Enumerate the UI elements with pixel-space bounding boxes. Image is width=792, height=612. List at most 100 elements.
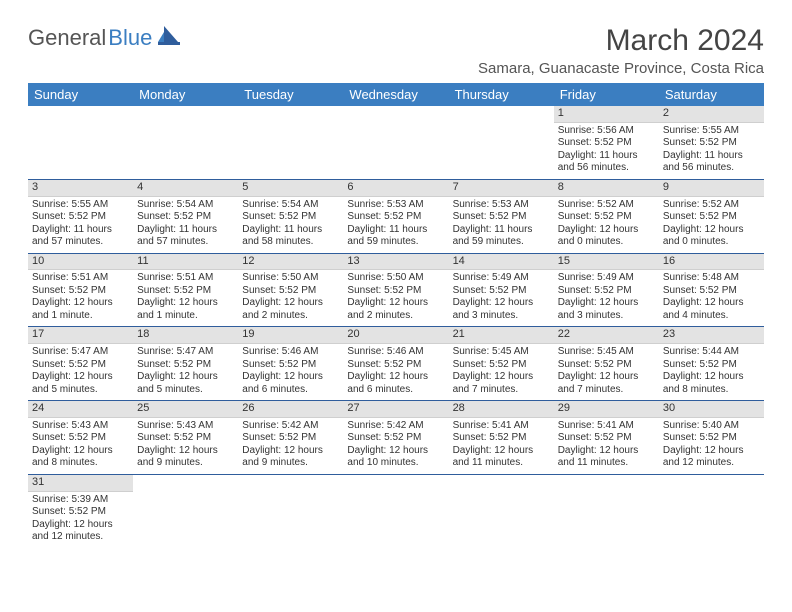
day-details: Sunrise: 5:51 AMSunset: 5:52 PMDaylight:… [28,270,133,326]
logo-text-blue: Blue [108,25,152,51]
calendar-cell: 6Sunrise: 5:53 AMSunset: 5:52 PMDaylight… [343,179,448,253]
day-header: Thursday [449,83,554,106]
sunset-line: Sunset: 5:52 PM [453,432,550,445]
day-number: 7 [449,180,554,197]
sunset-line: Sunset: 5:52 PM [663,432,760,445]
sunset-line: Sunset: 5:52 PM [242,285,339,298]
calendar-body: 1Sunrise: 5:56 AMSunset: 5:52 PMDaylight… [28,106,764,548]
calendar-cell [659,474,764,547]
sunrise-line: Sunrise: 5:56 AM [558,125,655,138]
sunrise-line: Sunrise: 5:46 AM [242,346,339,359]
sunset-line: Sunset: 5:52 PM [558,137,655,150]
calendar-cell: 18Sunrise: 5:47 AMSunset: 5:52 PMDayligh… [133,327,238,401]
calendar-cell: 23Sunrise: 5:44 AMSunset: 5:52 PMDayligh… [659,327,764,401]
calendar-cell [343,474,448,547]
day-details: Sunrise: 5:47 AMSunset: 5:52 PMDaylight:… [133,344,238,400]
day-number: 4 [133,180,238,197]
day-details: Sunrise: 5:54 AMSunset: 5:52 PMDaylight:… [238,197,343,253]
sunrise-line: Sunrise: 5:47 AM [137,346,234,359]
sunset-line: Sunset: 5:52 PM [347,285,444,298]
calendar-cell: 29Sunrise: 5:41 AMSunset: 5:52 PMDayligh… [554,401,659,475]
sunset-line: Sunset: 5:52 PM [558,285,655,298]
sunrise-line: Sunrise: 5:45 AM [453,346,550,359]
sunrise-line: Sunrise: 5:42 AM [347,420,444,433]
sunrise-line: Sunrise: 5:43 AM [137,420,234,433]
sunset-line: Sunset: 5:52 PM [347,359,444,372]
sunset-line: Sunset: 5:52 PM [137,432,234,445]
day-details: Sunrise: 5:45 AMSunset: 5:52 PMDaylight:… [554,344,659,400]
sunset-line: Sunset: 5:52 PM [453,211,550,224]
day-number: 8 [554,180,659,197]
day-details: Sunrise: 5:42 AMSunset: 5:52 PMDaylight:… [238,418,343,474]
day-details: Sunrise: 5:55 AMSunset: 5:52 PMDaylight:… [659,123,764,179]
day-number: 28 [449,401,554,418]
sunset-line: Sunset: 5:52 PM [32,211,129,224]
day-details: Sunrise: 5:46 AMSunset: 5:52 PMDaylight:… [343,344,448,400]
calendar-cell: 27Sunrise: 5:42 AMSunset: 5:52 PMDayligh… [343,401,448,475]
day-number: 17 [28,327,133,344]
day-number: 19 [238,327,343,344]
daylight-line: Daylight: 12 hours and 10 minutes. [347,445,444,470]
calendar-cell: 25Sunrise: 5:43 AMSunset: 5:52 PMDayligh… [133,401,238,475]
day-number: 12 [238,254,343,271]
day-details: Sunrise: 5:39 AMSunset: 5:52 PMDaylight:… [28,492,133,548]
day-number: 23 [659,327,764,344]
day-header: Wednesday [343,83,448,106]
calendar-cell: 7Sunrise: 5:53 AMSunset: 5:52 PMDaylight… [449,179,554,253]
day-number: 10 [28,254,133,271]
day-number: 24 [28,401,133,418]
day-number: 25 [133,401,238,418]
calendar-cell [449,106,554,179]
calendar-cell: 20Sunrise: 5:46 AMSunset: 5:52 PMDayligh… [343,327,448,401]
calendar-cell [343,106,448,179]
calendar-cell: 9Sunrise: 5:52 AMSunset: 5:52 PMDaylight… [659,179,764,253]
calendar-cell: 28Sunrise: 5:41 AMSunset: 5:52 PMDayligh… [449,401,554,475]
calendar-cell: 1Sunrise: 5:56 AMSunset: 5:52 PMDaylight… [554,106,659,179]
calendar-cell: 3Sunrise: 5:55 AMSunset: 5:52 PMDaylight… [28,179,133,253]
day-details: Sunrise: 5:48 AMSunset: 5:52 PMDaylight:… [659,270,764,326]
day-number: 2 [659,106,764,123]
header: GeneralBlue March 2024 Samara, Guanacast… [28,24,764,77]
logo-sail-icon [158,24,188,52]
daylight-line: Daylight: 11 hours and 56 minutes. [663,150,760,175]
calendar-cell: 17Sunrise: 5:47 AMSunset: 5:52 PMDayligh… [28,327,133,401]
sunset-line: Sunset: 5:52 PM [558,432,655,445]
day-number: 20 [343,327,448,344]
day-number: 16 [659,254,764,271]
sunset-line: Sunset: 5:52 PM [32,359,129,372]
calendar-cell [133,106,238,179]
daylight-line: Daylight: 12 hours and 9 minutes. [242,445,339,470]
month-title: March 2024 [478,24,764,58]
daylight-line: Daylight: 12 hours and 0 minutes. [663,224,760,249]
calendar-cell: 13Sunrise: 5:50 AMSunset: 5:52 PMDayligh… [343,253,448,327]
calendar-cell [133,474,238,547]
calendar-cell: 2Sunrise: 5:55 AMSunset: 5:52 PMDaylight… [659,106,764,179]
sunset-line: Sunset: 5:52 PM [32,506,129,519]
daylight-line: Daylight: 11 hours and 59 minutes. [453,224,550,249]
sunset-line: Sunset: 5:52 PM [663,137,760,150]
daylight-line: Daylight: 12 hours and 6 minutes. [347,371,444,396]
calendar-cell: 11Sunrise: 5:51 AMSunset: 5:52 PMDayligh… [133,253,238,327]
day-header: Tuesday [238,83,343,106]
sunrise-line: Sunrise: 5:54 AM [137,199,234,212]
daylight-line: Daylight: 12 hours and 2 minutes. [242,297,339,322]
daylight-line: Daylight: 12 hours and 1 minute. [32,297,129,322]
calendar-cell: 26Sunrise: 5:42 AMSunset: 5:52 PMDayligh… [238,401,343,475]
sunrise-line: Sunrise: 5:44 AM [663,346,760,359]
daylight-line: Daylight: 12 hours and 3 minutes. [453,297,550,322]
calendar-cell: 15Sunrise: 5:49 AMSunset: 5:52 PMDayligh… [554,253,659,327]
logo-text-general: General [28,25,106,51]
day-header: Friday [554,83,659,106]
sunset-line: Sunset: 5:52 PM [663,359,760,372]
calendar-head: SundayMondayTuesdayWednesdayThursdayFrid… [28,83,764,106]
daylight-line: Daylight: 12 hours and 11 minutes. [453,445,550,470]
day-details: Sunrise: 5:47 AMSunset: 5:52 PMDaylight:… [28,344,133,400]
calendar-cell [238,106,343,179]
daylight-line: Daylight: 12 hours and 3 minutes. [558,297,655,322]
calendar-cell [449,474,554,547]
day-number: 22 [554,327,659,344]
calendar-cell: 5Sunrise: 5:54 AMSunset: 5:52 PMDaylight… [238,179,343,253]
sunset-line: Sunset: 5:52 PM [347,211,444,224]
sunset-line: Sunset: 5:52 PM [347,432,444,445]
calendar-cell: 8Sunrise: 5:52 AMSunset: 5:52 PMDaylight… [554,179,659,253]
